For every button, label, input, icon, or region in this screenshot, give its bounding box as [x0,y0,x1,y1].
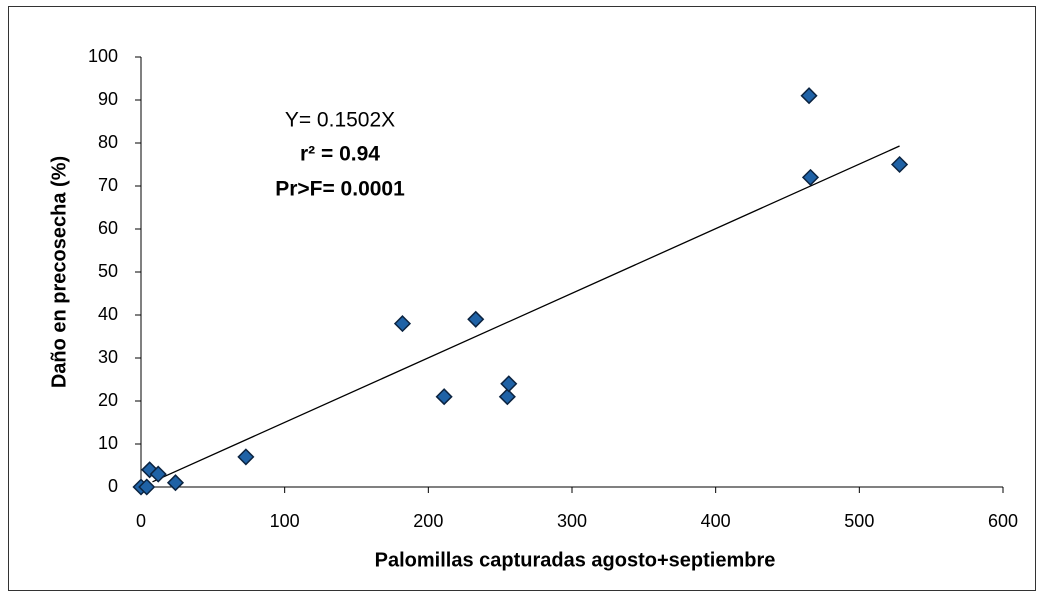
x-tick-label: 0 [136,511,146,531]
y-tick-label: 0 [108,476,118,496]
y-tick-label: 90 [98,89,118,109]
y-tick-label: 70 [98,175,118,195]
y-axis-title: Daño en precosecha (%) [48,156,70,388]
y-tick-label: 100 [88,46,118,66]
x-tick-label: 600 [988,511,1018,531]
x-tick-label: 100 [270,511,300,531]
x-axis-title: Palomillas capturadas agosto+septiembre [375,549,776,571]
point [435,388,453,406]
point [500,375,518,393]
point [467,310,485,328]
point [138,478,156,496]
x-tick-label: 400 [701,511,731,531]
trendline [152,145,900,483]
point [393,315,412,333]
y-tick-label: 30 [98,347,118,367]
y-tick-label: 50 [98,261,118,281]
annotation: Pr>F= 0.0001 [275,178,405,201]
point [149,465,167,483]
point [498,388,516,406]
x-tick-label: 300 [557,511,587,531]
point [801,168,820,186]
annotation: Y= 0.1502X [285,109,395,132]
annotation: r² = 0.94 [300,143,380,166]
y-tick-label: 80 [98,132,118,152]
y-tick-label: 20 [98,390,118,410]
y-tick-label: 60 [98,218,118,238]
point [800,87,818,105]
x-tick-label: 500 [844,511,874,531]
frame [8,6,1036,591]
y-tick-label: 10 [98,433,118,453]
point [890,155,909,174]
y-tick-label: 40 [98,304,118,324]
point [166,474,185,492]
point [237,448,255,466]
x-tick-label: 200 [413,511,443,531]
